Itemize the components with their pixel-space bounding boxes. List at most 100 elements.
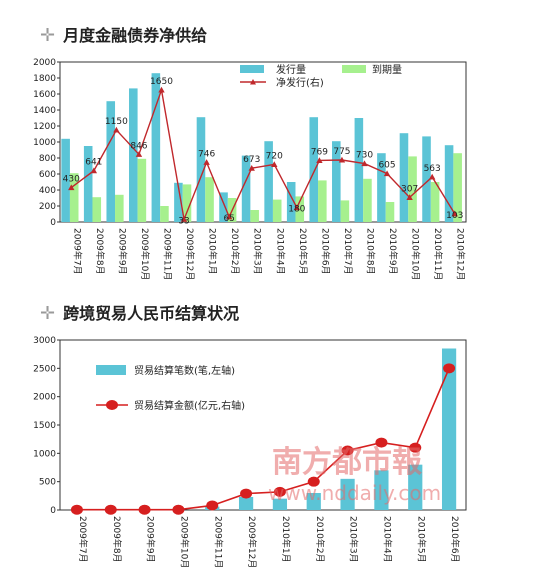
chart2-title: ✛ 跨境贸易人民币结算状况 <box>40 303 240 324</box>
x-tick-label: 2010年1月 <box>207 228 219 275</box>
x-tick-label: 2009年10月 <box>178 516 190 568</box>
line-marker <box>375 437 388 448</box>
y-tick-label: 800 <box>39 154 56 164</box>
line-marker <box>158 86 165 93</box>
bar-issue <box>174 182 183 222</box>
bar-issue <box>61 138 70 222</box>
data-label: 65 <box>223 214 234 224</box>
bar-issue <box>83 146 93 222</box>
bar-maturity <box>408 156 417 222</box>
line-net-issue <box>70 87 456 222</box>
legend-marker-net <box>250 79 256 85</box>
line-marker <box>138 504 151 515</box>
legend-label-maturity: 到期量 <box>372 64 402 76</box>
bar-count <box>441 348 457 510</box>
y-tick-label: 400 <box>39 186 56 196</box>
line-marker <box>172 504 185 515</box>
data-label: 846 <box>130 141 147 151</box>
y-tick-label: 1800 <box>33 74 56 84</box>
bar-issue <box>377 153 386 222</box>
x-tick-label: 2009年7月 <box>71 228 83 275</box>
bar-maturity <box>69 173 79 222</box>
bar-issue <box>241 155 251 222</box>
chart1-title: ✛ 月度金融债券净供给 <box>40 25 208 46</box>
line-marker <box>248 164 255 171</box>
data-label: 1150 <box>105 117 128 127</box>
line-marker <box>240 488 253 499</box>
plus-icon: ✛ <box>40 25 56 46</box>
bar-maturity <box>137 158 147 222</box>
bar-issue <box>219 192 228 222</box>
x-tick-label: 2009年12月 <box>246 516 258 568</box>
line-marker <box>70 504 83 515</box>
x-tick-label: 2010年4月 <box>381 516 393 563</box>
line-marker <box>383 170 391 177</box>
legend-swatch-issue <box>240 65 264 73</box>
bar-issue <box>422 136 431 222</box>
x-tick-label: 2010年3月 <box>348 516 360 563</box>
y-tick-label: 3000 <box>33 336 56 346</box>
bar-maturity <box>182 184 192 222</box>
bar-issue <box>151 73 161 222</box>
x-tick-label: 2010年1月 <box>280 516 292 563</box>
line-marker <box>338 156 346 163</box>
data-label: 1650 <box>150 77 173 87</box>
x-tick-label: 2009年11月 <box>212 516 224 568</box>
x-tick-label: 2010年8月 <box>365 228 377 275</box>
chart1: 0 200 400 600 800 1000 1200 1400 1600 1800 2000 200… <box>33 58 467 280</box>
line-marker <box>225 213 233 220</box>
bar-issue <box>444 145 454 222</box>
bar-maturity <box>92 197 102 222</box>
line-marker <box>206 500 219 511</box>
bar-maturity <box>160 206 169 222</box>
y-tick-label: 1500 <box>33 421 56 431</box>
data-label: 180 <box>288 205 305 215</box>
x-tick-label: 2009年9月 <box>116 228 128 275</box>
data-label: 307 <box>401 184 418 194</box>
x-tick-label: 2010年11月 <box>432 228 444 280</box>
data-label: 430 <box>63 175 80 185</box>
bar-issue <box>264 141 273 222</box>
bar-count <box>374 470 389 510</box>
bar-maturity <box>453 153 462 222</box>
y-tick-label: 2000 <box>33 58 56 68</box>
y-tick-label: 1600 <box>33 90 56 100</box>
line-marker <box>113 126 120 133</box>
line-marker <box>90 167 98 174</box>
line-marker <box>428 173 436 180</box>
bar-maturity <box>295 196 305 222</box>
bar-issue <box>399 133 409 222</box>
data-label: 673 <box>243 155 260 165</box>
line-marker <box>341 445 354 456</box>
line-marker <box>104 504 117 515</box>
x-tick-label: 2009年7月 <box>77 516 89 563</box>
bar-maturity <box>430 182 440 222</box>
line-marker <box>135 151 143 157</box>
x-tick-label: 2009年9月 <box>145 516 157 563</box>
plus-icon: ✛ <box>40 303 56 324</box>
y-tick-label: 1400 <box>33 106 56 116</box>
y-tick-label: 1000 <box>33 138 56 148</box>
bar-issue <box>129 88 138 223</box>
x-tick-label: 2009年11月 <box>162 228 174 280</box>
x-tick-label: 2010年2月 <box>314 516 326 563</box>
bar-maturity <box>205 177 214 222</box>
line-marker <box>293 204 301 211</box>
bar-count <box>238 496 254 510</box>
bar-issue <box>309 117 319 222</box>
y-tick-label: 0 <box>50 218 56 228</box>
legend-label-issue: 发行量 <box>276 63 306 76</box>
y-tick-label: 1000 <box>33 449 56 459</box>
line-marker <box>273 486 286 497</box>
x-tick-label: 2010年2月 <box>229 228 241 275</box>
line-marker <box>361 160 368 167</box>
bar-issue <box>196 117 206 222</box>
data-label: 775 <box>333 147 350 157</box>
y-tick-label: 500 <box>39 478 56 488</box>
y-tick-label: 2500 <box>33 364 56 374</box>
x-tick-label: 2009年8月 <box>111 516 123 563</box>
legend-label-count: 贸易结算笔数(笔,左轴) <box>134 364 235 377</box>
data-label: 33 <box>178 216 189 226</box>
y-tick-label: 200 <box>39 202 56 212</box>
